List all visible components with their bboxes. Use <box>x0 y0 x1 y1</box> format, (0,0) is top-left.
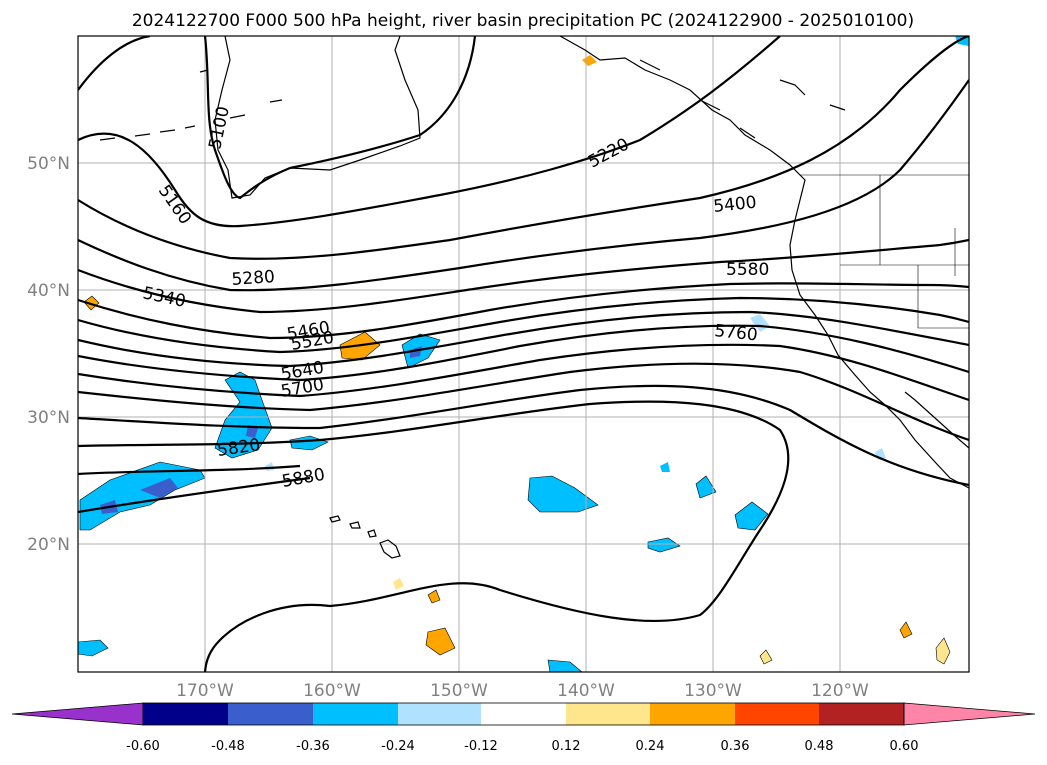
height-contours <box>78 36 969 672</box>
lon-label-160w: 160°W <box>303 681 361 701</box>
lon-label-140w: 140°W <box>557 681 615 701</box>
map-area: 5100 5160 5220 5280 5340 5400 5460 5520 … <box>78 36 969 672</box>
colorbar-tick: 0.60 <box>890 739 919 754</box>
colorbar-swatch <box>819 703 904 725</box>
lat-label-40n: 40°N <box>27 281 70 301</box>
colorbar-swatch <box>143 703 228 725</box>
map-frame <box>77 35 970 673</box>
colorbar-extend-high <box>903 702 1036 726</box>
colorbar-tick: -0.60 <box>126 739 160 754</box>
colorbar-swatch <box>566 703 650 725</box>
colorbar-tick: -0.24 <box>381 739 415 754</box>
colorbar-swatch <box>735 703 819 725</box>
lat-label-50n: 50°N <box>27 154 70 174</box>
contour-label-5760: 5760 <box>713 321 758 345</box>
lat-label-20n: 20°N <box>27 535 70 555</box>
colorbar-swatch <box>228 703 313 725</box>
contour-label-5580: 5580 <box>726 260 769 280</box>
colorbar-tick: -0.48 <box>211 739 245 754</box>
contour-label-5280: 5280 <box>231 267 276 290</box>
colorbar-swatch <box>398 703 481 725</box>
figure-title: 2024122700 F000 500 hPa height, river ba… <box>132 11 914 31</box>
colorbar-swatch <box>313 703 398 725</box>
colorbar-tick: -0.36 <box>296 739 330 754</box>
lon-label-150w: 150°W <box>430 681 488 701</box>
contour-label-5400: 5400 <box>712 193 757 217</box>
latitude-labels: 50°N 40°N 30°N 20°N <box>27 154 70 555</box>
colorbar-tick: -0.12 <box>464 739 498 754</box>
coastlines <box>99 36 969 559</box>
colorbar-swatch <box>650 703 735 725</box>
lon-label-130w: 130°W <box>684 681 742 701</box>
colorbar: -0.60 -0.48 -0.36 -0.24 -0.12 0.12 0.24 … <box>11 702 1036 754</box>
lon-label-170w: 170°W <box>176 681 234 701</box>
colorbar-extend-low <box>11 702 144 726</box>
colorbar-tick: 0.12 <box>552 739 581 754</box>
lon-label-120w: 120°W <box>811 681 869 701</box>
colorbar-swatch <box>481 703 566 725</box>
colorbar-tick: 0.36 <box>721 739 750 754</box>
colorbar-tick: 0.48 <box>805 739 834 754</box>
colorbar-tick: 0.24 <box>636 739 665 754</box>
lat-label-30n: 30°N <box>27 408 70 428</box>
longitude-labels: 170°W 160°W 150°W 140°W 130°W 120°W <box>176 681 869 701</box>
